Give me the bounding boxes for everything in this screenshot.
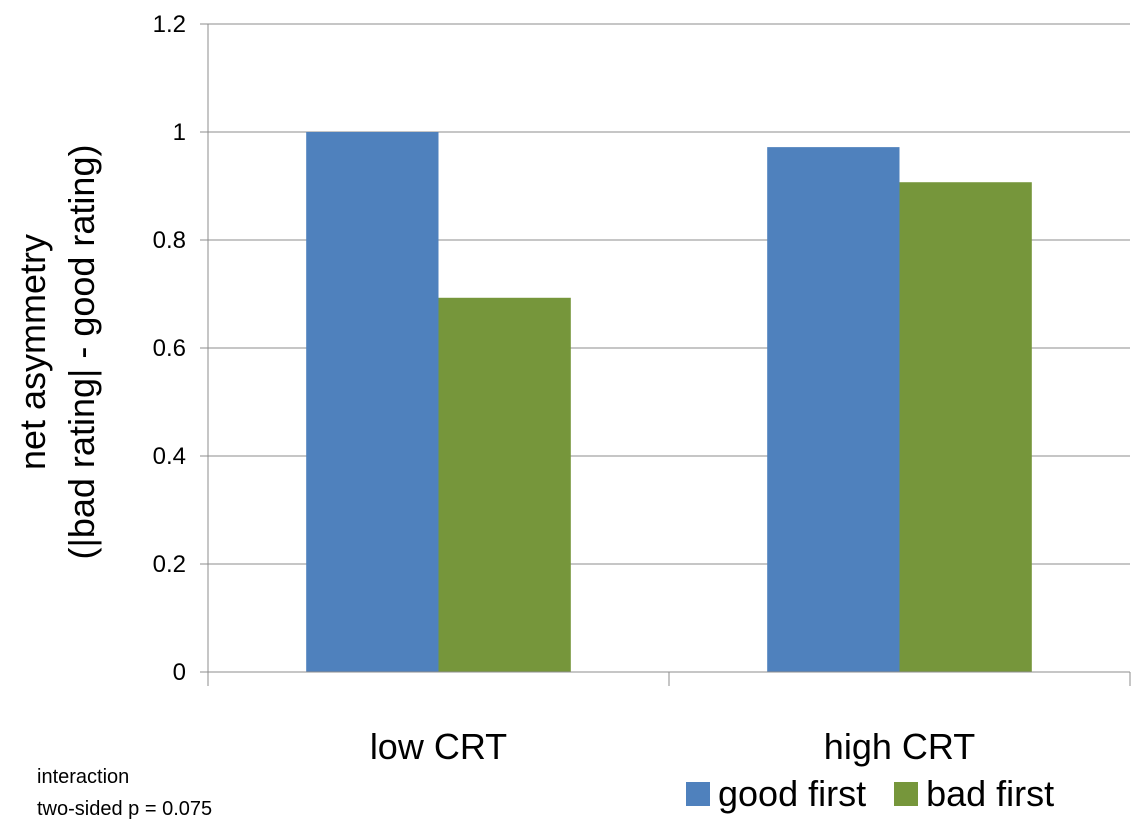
bars <box>306 132 1032 672</box>
x-category-label: low CRT <box>370 726 507 767</box>
x-axis: low CRT high CRT <box>207 671 1131 767</box>
y-tick-label: 0.4 <box>153 443 186 470</box>
interaction-note: interaction <box>37 766 130 788</box>
x-category-label: high CRT <box>824 726 975 767</box>
y-tick-label: 0.2 <box>153 551 186 578</box>
y-tick-label: 0 <box>173 659 186 686</box>
y-tick-label: 0.6 <box>153 335 186 362</box>
legend: good first bad first <box>686 773 1055 814</box>
bar-bad-first-high-CRT <box>899 182 1032 672</box>
y-axis: 0 0.2 0.4 0.6 0.8 1 1.2 <box>153 11 209 686</box>
bar-bad-first-low-CRT <box>438 297 571 672</box>
legend-swatch-bad-first <box>894 782 919 806</box>
bar-good-first-high-CRT <box>767 147 900 672</box>
y-axis-label-line2: (|bad rating| - good rating) <box>61 145 102 560</box>
y-axis-label-line1: net asymmetry <box>12 234 53 470</box>
y-tick-label: 1 <box>173 119 186 146</box>
legend-swatch-good-first <box>686 782 710 806</box>
y-tick-label: 1.2 <box>153 11 186 38</box>
bar-good-first-low-CRT <box>306 132 439 672</box>
y-tick-label: 0.8 <box>153 227 186 254</box>
legend-label-good-first: good first <box>718 773 867 814</box>
p-value-note: two-sided p = 0.075 <box>37 798 213 820</box>
legend-label-bad-first: bad first <box>926 773 1055 814</box>
